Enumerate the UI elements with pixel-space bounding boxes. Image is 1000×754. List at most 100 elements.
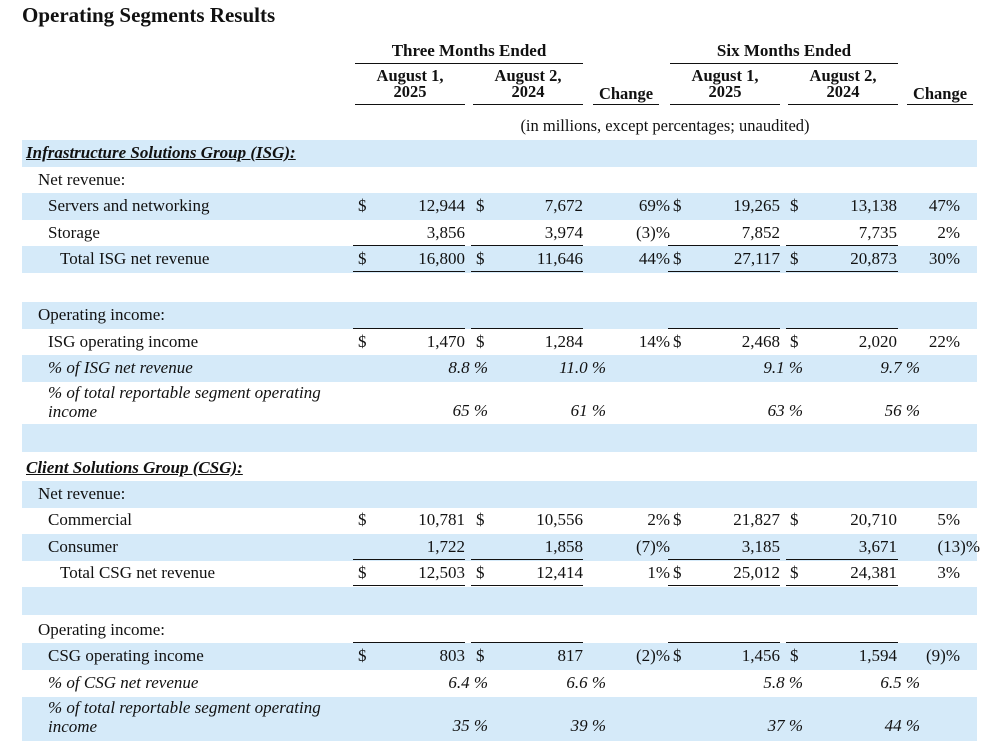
col-header-line1: August 1, — [691, 66, 759, 85]
value-q-2025: 6.4 % — [448, 673, 488, 692]
rule — [668, 585, 780, 586]
row-label: Consumer — [48, 537, 118, 556]
section-row: Infrastructure Solutions Group (ISG): — [22, 140, 977, 167]
row-label: Total CSG net revenue — [60, 563, 216, 582]
rule — [471, 245, 583, 246]
dollar-sign: $ — [476, 510, 485, 529]
value-h-2024: 6.5 % — [880, 673, 920, 692]
value-h-2025: 27,117 — [733, 249, 780, 268]
change-h: 3% — [937, 563, 960, 582]
dollar-sign: $ — [790, 563, 799, 582]
rule — [786, 559, 898, 560]
dollar-sign: $ — [790, 249, 799, 268]
dollar-sign: $ — [476, 196, 485, 215]
row-label: Net revenue: — [38, 484, 126, 503]
change-q: (3)% — [636, 223, 670, 242]
table-row: Total CSG net revenue $ 12,503 $ 12,414 … — [22, 560, 977, 587]
value-h-2024: 56 % — [884, 401, 920, 420]
change-h: 22% — [928, 332, 960, 351]
col-header-line1: August 2, — [494, 66, 562, 85]
row-label-line2: income — [48, 402, 98, 421]
table-subtitle: (in millions, except percentages; unaudi… — [520, 116, 810, 135]
dollar-sign: $ — [790, 196, 799, 215]
spacer-row — [22, 587, 977, 615]
value-h-2024: 24,381 — [850, 563, 897, 582]
value-q-2025: 8.8 % — [448, 358, 488, 377]
rule — [668, 271, 780, 272]
three-months-header: Three Months Ended — [355, 41, 583, 64]
dollar-sign: $ — [673, 196, 682, 215]
col-header-line1: August 1, — [376, 66, 444, 85]
row-label-line2: income — [48, 717, 98, 736]
spacer-row — [22, 424, 977, 452]
value-q-2025: 803 — [439, 646, 466, 665]
value-q-2024: 1,284 — [544, 332, 583, 351]
value-h-2025: 25,012 — [733, 563, 780, 582]
table-row: Servers and networking $ 12,944 $ 7,672 … — [22, 193, 977, 220]
value-q-2025: 12,503 — [418, 563, 465, 582]
table-row: Net revenue: — [22, 167, 977, 194]
value-q-2025: 1,722 — [426, 537, 465, 556]
value-q-2025: 16,800 — [418, 249, 465, 268]
row-label: Operating income: — [38, 305, 165, 324]
col-header-line2: 2025 — [393, 82, 427, 101]
change-q: 44% — [638, 249, 670, 268]
value-q-2024: 1,858 — [544, 537, 583, 556]
change-h: (13)% — [937, 537, 980, 556]
row-label: Storage — [48, 223, 100, 242]
value-h-2024: 1,594 — [858, 646, 897, 665]
rule — [353, 642, 465, 643]
table-row: % of total reportable segment operating … — [22, 382, 977, 424]
rule — [353, 271, 465, 272]
dollar-sign: $ — [790, 332, 799, 351]
value-h-2025: 37 % — [767, 716, 803, 735]
value-h-2024: 3,671 — [858, 537, 897, 556]
dollar-sign: $ — [673, 646, 682, 665]
section-title-csg: Client Solutions Group (CSG): — [26, 458, 243, 477]
rule — [471, 585, 583, 586]
table-row: Commercial $ 10,781 $ 10,556 2% $ 21,827… — [22, 507, 977, 534]
rule — [353, 559, 465, 560]
dollar-sign: $ — [476, 249, 485, 268]
table-row: Operating income: — [22, 617, 977, 644]
dollar-sign: $ — [358, 332, 367, 351]
value-h-2025: 9.1 % — [763, 358, 803, 377]
dollar-sign: $ — [358, 249, 367, 268]
dollar-sign: $ — [358, 510, 367, 529]
rule — [668, 559, 780, 560]
value-h-2025: 3,185 — [741, 537, 780, 556]
rule — [353, 585, 465, 586]
change-h: 30% — [928, 249, 960, 268]
change-h: (9)% — [926, 646, 960, 665]
table-row: CSG operating income $ 803 $ 817 (2)% $ … — [22, 643, 977, 670]
col-header-line2: 2025 — [708, 82, 742, 101]
rule — [786, 271, 898, 272]
value-q-2024: 3,974 — [544, 223, 583, 242]
section-row: Client Solutions Group (CSG): — [22, 455, 977, 482]
col-header-q-2024: August 2, 2024 — [473, 66, 583, 105]
dollar-sign: $ — [476, 563, 485, 582]
dollar-sign: $ — [790, 646, 799, 665]
row-label: Commercial — [48, 510, 133, 529]
col-header-line2: 2024 — [826, 82, 860, 101]
value-h-2025: 1,456 — [741, 646, 780, 665]
dollar-sign: $ — [673, 510, 682, 529]
rule — [353, 245, 465, 246]
dollar-sign: $ — [476, 332, 485, 351]
row-label: % of CSG net revenue — [48, 673, 199, 692]
dollar-sign: $ — [790, 510, 799, 529]
row-label: Servers and networking — [48, 196, 210, 215]
dollar-sign: $ — [673, 249, 682, 268]
value-q-2024: 10,556 — [536, 510, 583, 529]
table-row: Storage 3,856 3,974 (3)% 7,852 7,735 2% — [22, 220, 977, 247]
table-row: % of CSG net revenue 6.4 % 6.6 % 5.8 % 6… — [22, 670, 977, 697]
rule — [471, 559, 583, 560]
row-label: CSG operating income — [48, 646, 204, 665]
value-q-2025: 3,856 — [426, 223, 465, 242]
value-h-2025: 63 % — [767, 401, 803, 420]
row-label: Total ISG net revenue — [60, 249, 210, 268]
table-row: % of ISG net revenue 8.8 % 11.0 % 9.1 % … — [22, 355, 977, 382]
col-header-h-2025: August 1, 2025 — [670, 66, 780, 105]
dollar-sign: $ — [673, 332, 682, 351]
value-h-2024: 20,710 — [850, 510, 897, 529]
